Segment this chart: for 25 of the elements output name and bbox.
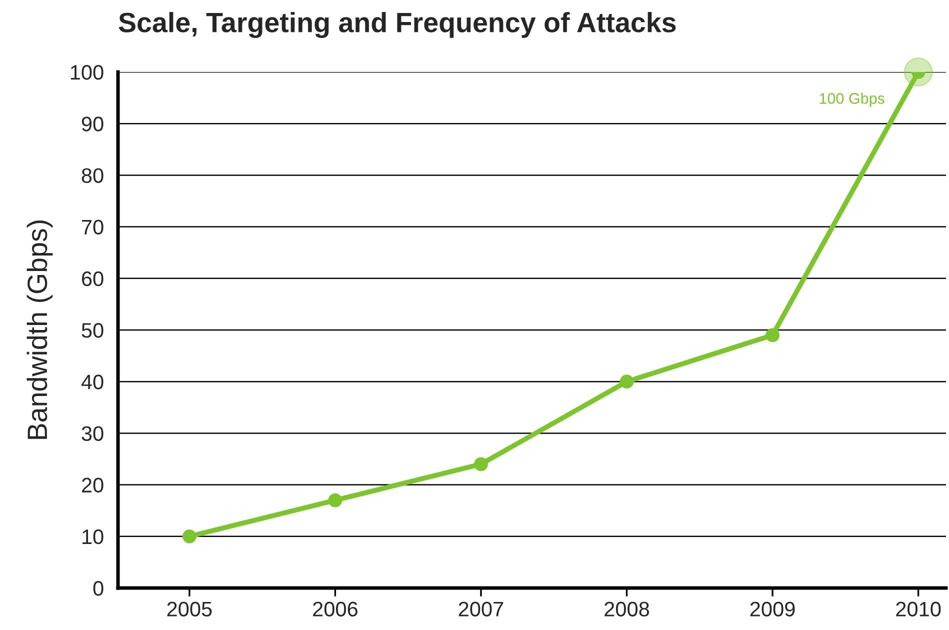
y-tick-label: 90: [82, 116, 104, 132]
point: [766, 328, 780, 342]
x-tick-label: 2007: [458, 602, 504, 616]
x-tick-label: 2010: [896, 602, 941, 616]
chart-title: Scale, Targeting and Frequency of Attacks: [118, 12, 676, 38]
y-tick-label: 10: [82, 529, 104, 544]
x-tick-label: 2006: [313, 602, 358, 616]
x-tick-label: 2005: [167, 602, 212, 616]
y-tick-label: 70: [82, 220, 104, 235]
point: [474, 457, 488, 472]
y-tick-label: 60: [82, 271, 104, 286]
point: [328, 493, 342, 508]
y-axis-title: Bandwidth (Gbps): [26, 220, 53, 439]
x-tick-label: 2009: [750, 602, 795, 616]
y-tick-label: 80: [82, 168, 104, 183]
y-tick-label: 100: [70, 65, 104, 80]
y-tick-label: 40: [81, 374, 104, 390]
y-tick-label: 30: [82, 426, 104, 441]
x-tick-label: 2008: [604, 602, 650, 616]
annotation: 100 Gbps: [820, 92, 884, 107]
y-tick-label: 0: [93, 581, 104, 596]
y-tick-label: 50: [82, 323, 104, 338]
point: [620, 374, 634, 389]
y-tick-label: 20: [82, 478, 104, 493]
point: [182, 529, 196, 544]
